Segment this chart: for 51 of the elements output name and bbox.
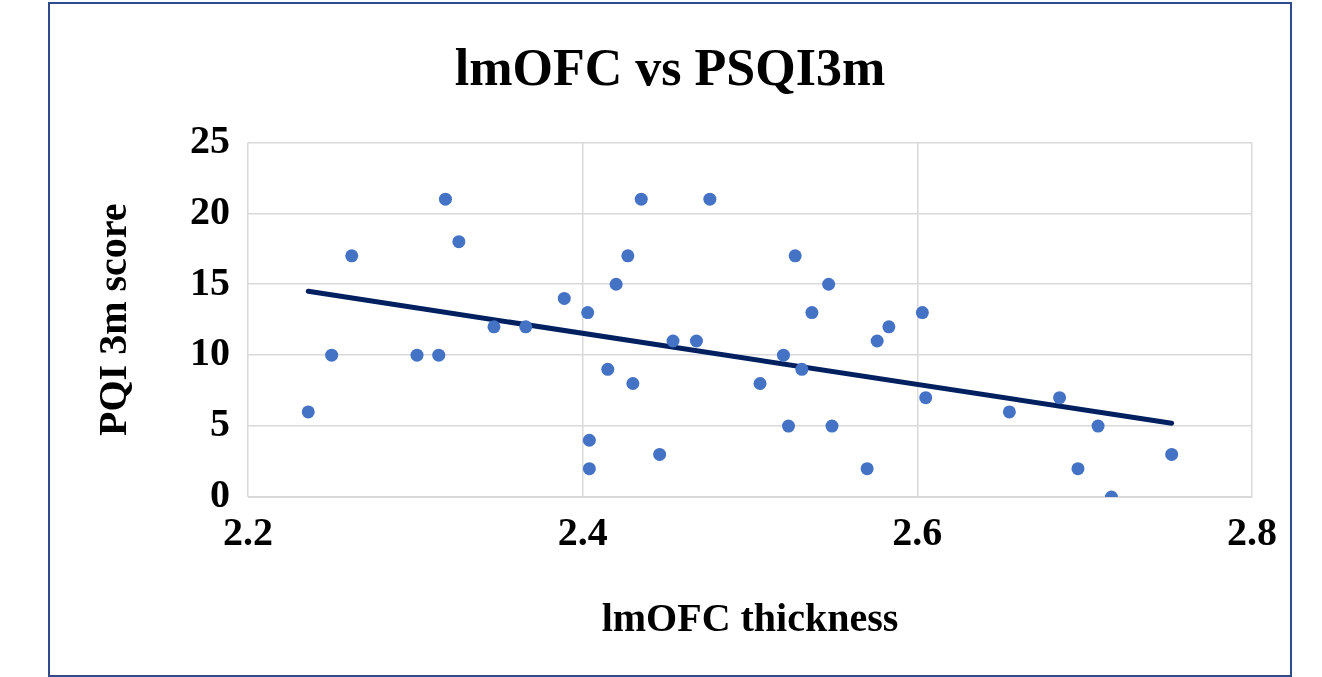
point [689,334,703,348]
point [703,192,717,206]
y-tick-label: 15 [190,258,230,304]
point [452,235,466,249]
point [487,320,501,334]
y-tick-label: 20 [190,187,230,233]
y-tick-label: 5 [210,400,230,446]
point [325,348,339,362]
point [776,348,790,362]
point [1002,405,1016,419]
point [666,334,680,348]
point [438,192,452,206]
point [1071,462,1085,476]
x-tick-label: 2.4 [557,509,608,555]
y-axis-title: PQI 3m score [90,203,136,436]
point [519,320,533,334]
point [626,377,640,391]
point [653,447,667,461]
point [301,405,315,419]
point [410,348,424,362]
x-axis-title: lmOFC thickness [601,595,899,641]
point [581,306,595,320]
point [582,462,596,476]
point [781,419,795,433]
y-tick-label: 10 [190,329,230,375]
point [582,433,596,447]
point [753,377,767,391]
point [870,334,884,348]
point [915,306,929,320]
x-tick-label: 2.8 [1227,509,1277,555]
y-tick-label: 25 [190,116,230,162]
point [432,348,446,362]
point [634,192,648,206]
point [825,419,839,433]
point [919,391,933,405]
point [557,291,571,305]
point [621,249,635,263]
point [788,249,802,263]
point [1165,447,1179,461]
point [345,249,359,263]
point [601,362,615,376]
chart-title: lmOFC vs PSQI3m [454,38,886,96]
point [1091,419,1105,433]
point [822,277,836,291]
point [1053,391,1067,405]
point [805,306,819,320]
x-tick-label: 2.6 [892,509,943,555]
point [609,277,623,291]
point [882,320,896,334]
point [795,362,809,376]
point [860,462,874,476]
